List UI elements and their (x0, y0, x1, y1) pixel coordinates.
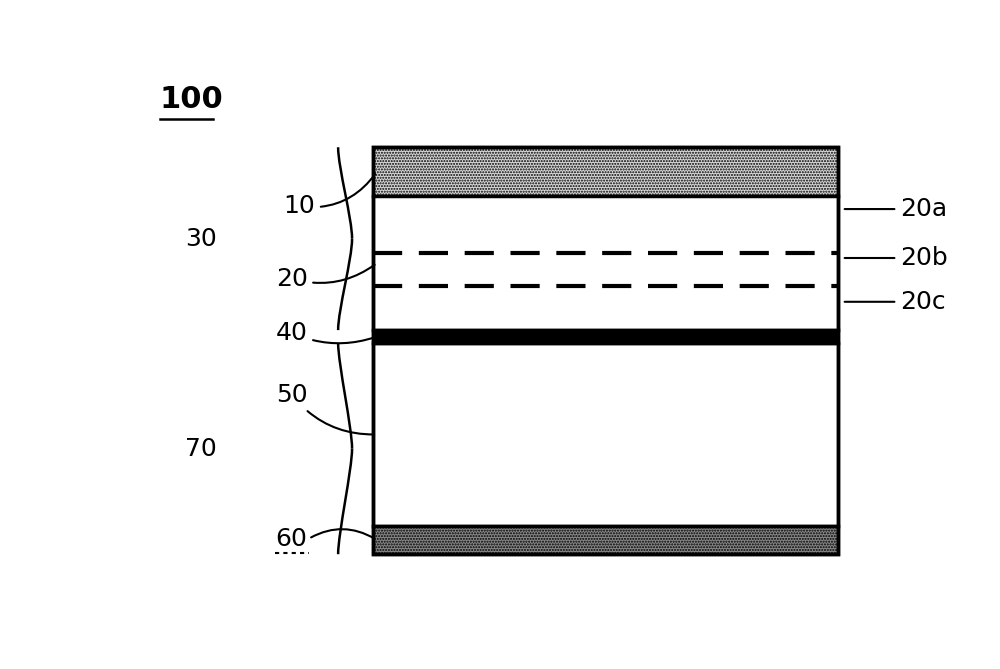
Bar (373, 526, 838, 554)
Text: 20b: 20b (845, 246, 948, 270)
Bar (373, 147, 838, 196)
Text: 20: 20 (276, 265, 375, 290)
Text: 70: 70 (185, 437, 217, 460)
Bar (373, 330, 838, 343)
Text: 20a: 20a (845, 197, 947, 221)
Text: 30: 30 (185, 227, 217, 251)
Bar (373, 196, 838, 330)
Text: 50: 50 (276, 383, 374, 434)
Text: 40: 40 (276, 320, 374, 345)
Text: 10: 10 (284, 174, 375, 219)
Text: 60: 60 (276, 527, 308, 551)
Bar (373, 147, 838, 554)
Text: 100: 100 (160, 85, 224, 114)
Bar (373, 343, 838, 526)
Text: 20c: 20c (845, 290, 946, 314)
